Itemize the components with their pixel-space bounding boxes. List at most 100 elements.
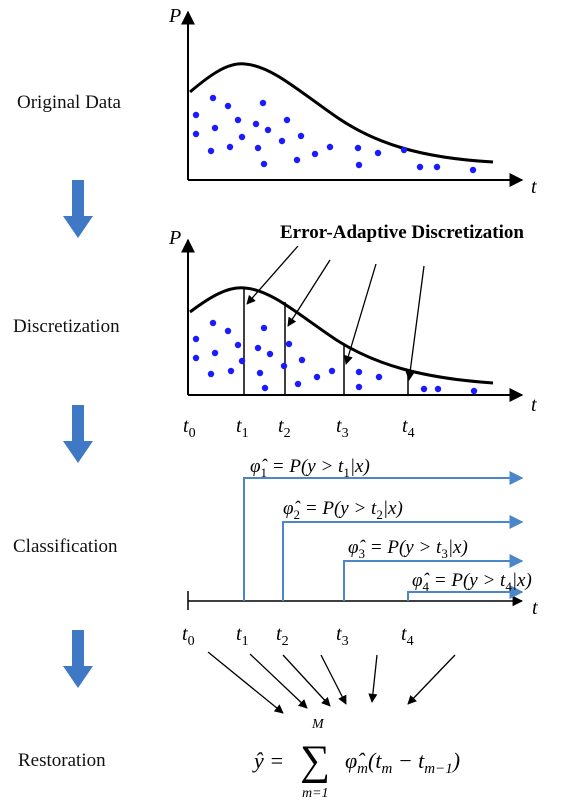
data-point [261,384,269,392]
data-point [260,160,268,168]
data-point [254,344,262,352]
tick-label-t0: t0 [183,415,196,441]
converge-arrow [249,653,308,709]
data-point [209,319,217,327]
x-axis-label: t [531,394,537,416]
down-arrow-icon [63,180,93,238]
classifier-line-3 [343,554,524,601]
sum-upper: M [311,717,325,732]
data-point [264,126,272,134]
data-point [227,367,235,375]
data-point [260,324,268,332]
data-point [298,356,306,364]
data-point [328,367,336,375]
stage-label-original-data: Original Data [17,92,121,113]
data-point [355,383,363,391]
formula-body: φ̂m(tm − tm−1) [345,748,460,777]
data-point [192,111,200,119]
data-point [420,385,428,393]
data-point [256,369,264,377]
data-point [280,362,288,370]
data-point [266,350,274,358]
data-point [226,143,234,151]
converge-arrow [407,654,456,705]
data-point [294,380,302,388]
down-arrow-icon [63,405,93,463]
classifier-formula-1: φ̂1 = P(y > t1|x) [250,456,370,480]
data-point [311,150,319,158]
data-point [192,335,200,343]
data-point [416,163,424,171]
data-point [252,120,260,128]
down-arrow-icon [63,630,93,688]
pointer-arrow [246,245,299,305]
data-point [224,327,232,335]
probability-curve [189,286,494,385]
data-point [234,116,242,124]
data-points [192,94,477,174]
classifier-formula-3: φ̂3 = P(y > t3|x) [348,537,468,561]
data-point [470,387,478,395]
converge-arrow [368,654,378,703]
tick-label-t3: t3 [336,415,349,441]
data-point [313,373,321,381]
data-point [375,373,383,381]
data-point [434,385,442,393]
x-axis-label: t [532,597,538,619]
data-point [224,102,232,110]
x-axis-label: t [531,176,537,198]
data-point [433,163,441,171]
data-point [192,354,200,362]
data-point [254,144,262,152]
data-point [207,370,215,378]
data-point [285,340,293,348]
pointer-arrow [343,263,377,365]
panel-classification: t φ̂1 = P(y > t1|x) φ̂2 = P(y > t2|x) φ̂… [182,456,538,649]
tick-label-t4: t4 [402,415,415,441]
data-point [326,143,334,151]
data-point [238,357,246,365]
data-point [297,132,305,140]
data-point [355,368,363,376]
tick-labels: t0 t1 t2 t3 t4 [182,623,414,649]
data-point [207,147,215,155]
data-point [211,349,219,357]
panel-restoration: ŷ = M ∑ m=1 φ̂m(tm − tm−1) [207,651,460,801]
tick-label-t0: t0 [182,623,195,649]
stage-label-restoration: Restoration [18,750,106,771]
data-point [211,124,219,132]
pointer-arrow [287,259,331,327]
data-point [400,146,408,154]
classifier-formula-2: φ̂2 = P(y > t2|x) [283,498,403,522]
tick-label-t1: t1 [236,415,249,441]
data-point [374,149,382,157]
data-point [293,156,301,164]
data-point [238,133,246,141]
tick-label-t1: t1 [236,623,249,649]
stage-label-discretization: Discretization [13,316,120,337]
tick-label-t2: t2 [278,415,291,441]
discretization-title: Error-Adaptive Discretization [280,222,524,243]
sum-lower: m=1 [302,786,329,801]
probability-curve [189,62,494,164]
classifier-line-1 [243,471,524,601]
formula-lhs: ŷ = [252,748,284,773]
data-point [469,166,477,174]
tick-labels: t0 t1 t2 t3 t4 [183,415,415,441]
data-points [192,319,478,395]
panel-original-data: P t [168,5,537,198]
y-axis-label: P [168,5,181,27]
tick-label-t3: t3 [336,623,349,649]
classifier-formula-4: φ̂4 = P(y > t4|x) [412,570,532,594]
data-point [354,144,362,152]
data-point [209,94,217,102]
converge-arrow [320,654,347,705]
classifier-line-4 [407,585,524,601]
converge-arrow [207,651,284,714]
tick-label-t2: t2 [276,623,289,649]
sum-symbol: ∑ [300,738,330,784]
data-point [355,161,363,169]
converge-arrow [282,654,331,707]
